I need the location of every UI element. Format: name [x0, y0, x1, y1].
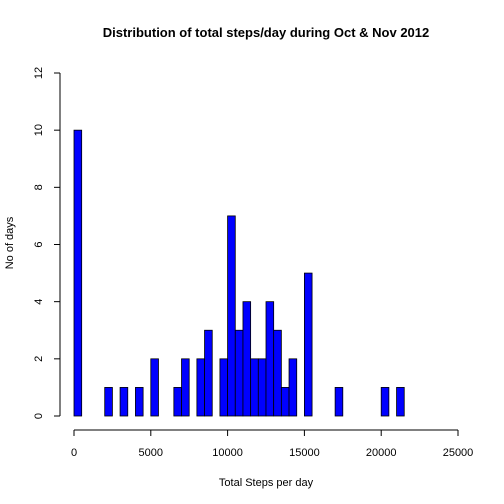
histogram-bar-6	[181, 358, 190, 417]
y-tick-label-2: 4	[33, 299, 45, 305]
chart-title: Distribution of total steps/day during O…	[103, 25, 430, 40]
x-tick-label-2: 10000	[212, 447, 243, 459]
y-tick-label-1: 2	[33, 356, 45, 362]
histogram-bar-15	[265, 301, 275, 417]
histogram-bar-0	[73, 129, 83, 417]
x-axis: 0 5000 10000 15000 20000 25000	[71, 429, 474, 459]
y-tick-label-4: 8	[33, 184, 45, 190]
y-tick-label-6: 12	[33, 67, 45, 79]
histogram-bar-1	[104, 387, 113, 417]
histogram-bar-2	[119, 387, 129, 417]
histogram-bar-3	[135, 387, 144, 417]
histogram-bar-10	[227, 215, 236, 417]
histogram-bar-20	[334, 387, 344, 417]
bars-group	[73, 129, 405, 417]
histogram-bar-11	[234, 329, 244, 417]
histogram-bar-4	[150, 358, 159, 417]
x-tick-label-4: 20000	[366, 447, 397, 459]
histogram-bar-18	[288, 358, 298, 417]
histogram-bar-17	[280, 387, 290, 417]
x-tick-label-5: 25000	[443, 447, 474, 459]
x-tick-label-1: 5000	[139, 447, 163, 459]
y-axis-label: No of days	[4, 216, 16, 269]
histogram-bar-21	[380, 387, 390, 417]
x-tick-label-3: 15000	[289, 447, 320, 459]
histogram-bar-19	[303, 272, 313, 417]
histogram-bar-8	[204, 329, 213, 417]
histogram-bar-14	[257, 358, 267, 417]
histogram-bar-16	[273, 329, 282, 417]
x-tick-label-0: 0	[71, 447, 77, 459]
histogram-bar-13	[250, 358, 259, 417]
histogram-bar-22	[396, 387, 405, 417]
y-tick-label-0: 0	[33, 413, 45, 419]
histogram-bar-12	[242, 301, 252, 417]
x-axis-label: Total Steps per day	[219, 477, 314, 489]
y-tick-label-3: 6	[33, 241, 45, 247]
histogram-bar-5	[173, 387, 182, 417]
y-axis: 0 2 4 6 8 10 12	[33, 67, 61, 419]
histogram-bar-9	[219, 358, 228, 417]
histogram-bar-7	[196, 358, 205, 417]
y-tick-label-5: 10	[33, 124, 45, 136]
